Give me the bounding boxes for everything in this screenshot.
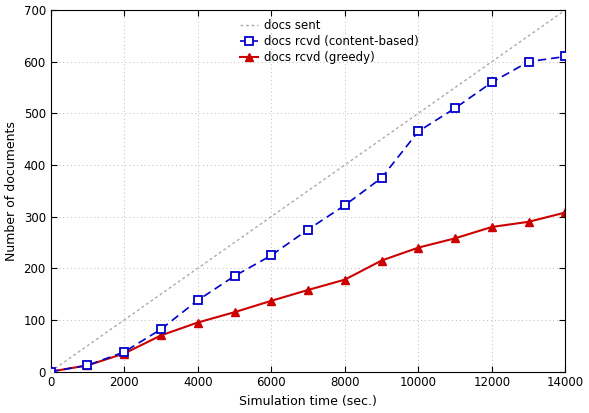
docs rcvd (greedy) bbox=[47, 369, 54, 374]
Line: docs rcvd (greedy): docs rcvd (greedy) bbox=[47, 208, 570, 376]
Y-axis label: Number of documents: Number of documents bbox=[5, 121, 18, 261]
docs rcvd (content-based) bbox=[341, 203, 348, 208]
docs rcvd (content-based) bbox=[157, 327, 164, 332]
docs rcvd (greedy) bbox=[525, 219, 532, 224]
Line: docs rcvd (content-based): docs rcvd (content-based) bbox=[47, 52, 570, 376]
docs rcvd (content-based) bbox=[452, 106, 459, 111]
docs rcvd (greedy) bbox=[488, 225, 495, 230]
docs rcvd (greedy) bbox=[121, 351, 128, 356]
docs rcvd (content-based) bbox=[121, 349, 128, 354]
docs rcvd (greedy) bbox=[452, 236, 459, 241]
docs rcvd (greedy) bbox=[268, 298, 275, 303]
docs rcvd (greedy) bbox=[157, 333, 164, 338]
docs rcvd (content-based) bbox=[47, 369, 54, 374]
docs rcvd (content-based) bbox=[525, 59, 532, 64]
docs rcvd (greedy) bbox=[415, 245, 422, 250]
docs rcvd (content-based) bbox=[268, 253, 275, 258]
docs rcvd (content-based) bbox=[84, 363, 91, 368]
docs rcvd (content-based) bbox=[305, 227, 312, 232]
X-axis label: Simulation time (sec.): Simulation time (sec.) bbox=[239, 395, 377, 408]
docs rcvd (greedy) bbox=[305, 287, 312, 292]
docs rcvd (greedy) bbox=[562, 210, 569, 215]
docs rcvd (content-based) bbox=[378, 176, 385, 180]
docs rcvd (content-based) bbox=[562, 54, 569, 59]
docs rcvd (greedy) bbox=[84, 363, 91, 368]
docs rcvd (content-based) bbox=[194, 298, 201, 303]
docs rcvd (greedy) bbox=[378, 258, 385, 263]
docs rcvd (greedy) bbox=[194, 320, 201, 325]
docs rcvd (content-based) bbox=[488, 80, 495, 85]
docs rcvd (greedy) bbox=[341, 277, 348, 282]
docs rcvd (content-based) bbox=[415, 129, 422, 134]
docs rcvd (content-based) bbox=[231, 273, 238, 278]
Legend: docs sent, docs rcvd (content-based), docs rcvd (greedy): docs sent, docs rcvd (content-based), do… bbox=[237, 16, 422, 68]
docs rcvd (greedy) bbox=[231, 310, 238, 315]
